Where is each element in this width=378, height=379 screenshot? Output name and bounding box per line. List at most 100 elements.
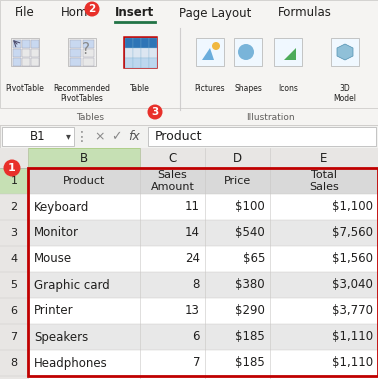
Bar <box>0 0 378 125</box>
Text: Page Layout: Page Layout <box>179 6 251 19</box>
Text: B: B <box>80 152 88 164</box>
Text: Home: Home <box>61 6 95 19</box>
Text: File: File <box>15 6 35 19</box>
Text: 8: 8 <box>11 358 17 368</box>
Bar <box>0 125 378 148</box>
Circle shape <box>212 42 220 50</box>
Circle shape <box>238 44 254 60</box>
Text: $1,100: $1,100 <box>332 200 373 213</box>
Text: PivotTable: PivotTable <box>6 84 45 93</box>
Circle shape <box>147 105 163 119</box>
Bar <box>83 49 94 57</box>
Bar <box>68 38 96 66</box>
Bar <box>2 127 74 146</box>
Text: ×: × <box>95 130 105 143</box>
Bar <box>141 38 149 47</box>
Text: Graphic card: Graphic card <box>34 279 110 291</box>
Bar <box>28 194 378 220</box>
Text: 2: 2 <box>88 4 96 14</box>
Text: 14: 14 <box>185 227 200 240</box>
Bar <box>70 49 81 57</box>
Text: ✓: ✓ <box>111 130 121 143</box>
Text: Total
Sales: Total Sales <box>309 170 339 192</box>
Bar <box>70 58 81 66</box>
Bar <box>196 38 224 66</box>
Text: $1,560: $1,560 <box>332 252 373 266</box>
Bar <box>0 168 28 379</box>
Bar <box>31 40 39 48</box>
Bar <box>28 350 378 376</box>
Text: fx: fx <box>128 130 140 143</box>
Bar <box>133 48 141 58</box>
Bar <box>28 148 140 168</box>
Text: 6: 6 <box>11 306 17 316</box>
Bar <box>83 58 94 66</box>
Bar <box>331 38 359 66</box>
Text: Icons: Icons <box>278 84 298 93</box>
Bar <box>124 37 156 67</box>
Bar <box>125 58 133 67</box>
Text: Pictures: Pictures <box>195 84 225 93</box>
Bar <box>148 127 376 146</box>
Text: $185: $185 <box>235 357 265 370</box>
Text: D: D <box>233 152 242 164</box>
Text: $185: $185 <box>235 330 265 343</box>
Text: $540: $540 <box>235 227 265 240</box>
Polygon shape <box>202 48 214 60</box>
Text: $3,770: $3,770 <box>332 304 373 318</box>
Bar <box>149 38 156 47</box>
Bar <box>11 38 39 66</box>
Bar <box>234 38 262 66</box>
Bar <box>28 168 378 194</box>
Text: 13: 13 <box>185 304 200 318</box>
Text: Recommended
PivotTables: Recommended PivotTables <box>54 84 110 103</box>
Text: 3: 3 <box>11 228 17 238</box>
Text: 1: 1 <box>8 163 16 173</box>
Bar <box>274 38 302 66</box>
Text: $3,040: $3,040 <box>332 279 373 291</box>
Circle shape <box>3 160 20 177</box>
Text: Printer: Printer <box>34 304 74 318</box>
Text: $380: $380 <box>235 279 265 291</box>
Polygon shape <box>284 48 296 60</box>
Text: Sales
Amount: Sales Amount <box>150 170 194 192</box>
Text: 2: 2 <box>11 202 17 212</box>
Text: 11: 11 <box>185 200 200 213</box>
Text: $7,560: $7,560 <box>332 227 373 240</box>
Bar <box>31 49 39 57</box>
Polygon shape <box>337 44 353 60</box>
Bar <box>83 40 94 48</box>
Text: $1,110: $1,110 <box>332 330 373 343</box>
Text: Mouse: Mouse <box>34 252 72 266</box>
Text: ▾: ▾ <box>65 132 70 141</box>
Bar <box>13 40 21 48</box>
Bar <box>70 40 81 48</box>
Bar <box>13 58 21 66</box>
Text: E: E <box>320 152 328 164</box>
Bar <box>149 58 156 67</box>
Bar <box>0 168 28 194</box>
Circle shape <box>85 2 99 17</box>
Text: Shapes: Shapes <box>234 84 262 93</box>
Text: Product: Product <box>155 130 203 143</box>
Bar <box>125 38 133 47</box>
Text: 8: 8 <box>193 279 200 291</box>
Bar <box>125 48 133 58</box>
Bar <box>28 298 378 324</box>
Text: Illustration: Illustration <box>246 113 294 122</box>
Text: $290: $290 <box>235 304 265 318</box>
Text: $1,110: $1,110 <box>332 357 373 370</box>
Text: 3: 3 <box>151 107 159 117</box>
Text: Formulas: Formulas <box>278 6 332 19</box>
Text: Tables: Tables <box>76 113 104 122</box>
Bar <box>22 58 30 66</box>
Bar <box>28 324 378 350</box>
Text: ⋮: ⋮ <box>75 130 89 144</box>
Text: Keyboard: Keyboard <box>34 200 89 213</box>
Text: ?: ? <box>82 42 90 58</box>
Text: 3D
Model: 3D Model <box>333 84 356 103</box>
Text: 4: 4 <box>11 254 17 264</box>
Bar <box>28 272 378 298</box>
Text: Monitor: Monitor <box>34 227 79 240</box>
Text: 5: 5 <box>11 280 17 290</box>
